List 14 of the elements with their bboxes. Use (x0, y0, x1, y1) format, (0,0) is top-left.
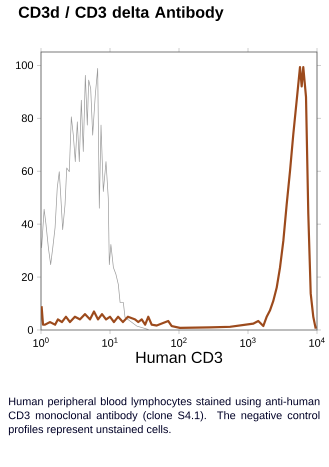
x-tick-label: 10$^{3}$ (240, 338, 256, 347)
x-axis-title: Human CD3 (136, 352, 222, 364)
y-tick-label: 40 (22, 220, 34, 228)
y-tick-label: 20 (22, 273, 34, 281)
x-tick-label: 10$^{1}$ (102, 338, 118, 347)
chart-title: CD3d / CD3 delta Antibody (18, 6, 224, 22)
y-tick-label: 80 (22, 114, 34, 122)
x-tick-label: 10$^{0}$ (33, 338, 49, 347)
x-tick-label: 10$^{4}$ (309, 338, 325, 347)
y-tick-label: 0 (28, 326, 34, 334)
x-tick-label: 10$^{2}$ (171, 338, 187, 347)
y-tick-label: 60 (22, 167, 34, 176)
y-tick-label: 100 (16, 61, 34, 70)
text: Human peripheral blood lymphocytes stained using anti-human CD3 monoclonal antibody (clone S4.1). The negative control profiles represent unstained cells. (8, 397, 320, 436)
